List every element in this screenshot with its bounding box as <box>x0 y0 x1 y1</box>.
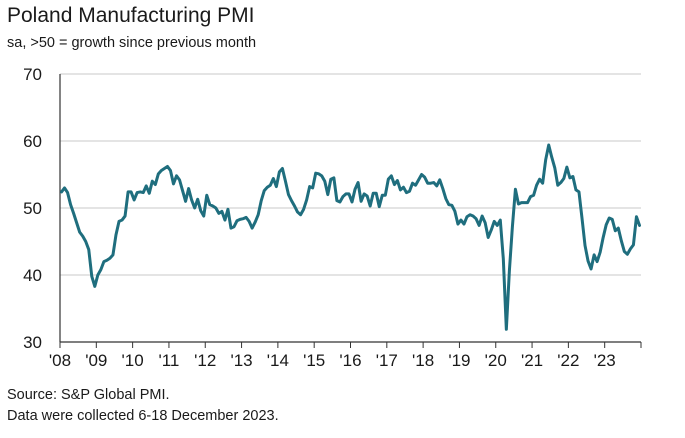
chart-subtitle: sa, >50 = growth since previous month <box>7 35 257 51</box>
pmi-series-line <box>60 143 641 331</box>
y-tick-label: 30 <box>23 333 42 352</box>
x-axis-ticks <box>59 342 642 348</box>
x-tick-label: '09 <box>85 351 107 370</box>
x-tick-label: '11 <box>158 351 179 370</box>
x-tick-label: '19 <box>448 351 470 370</box>
y-tick-label: 70 <box>23 65 42 84</box>
chart-title: Poland Manufacturing PMI <box>7 4 255 27</box>
x-tick-label: '17 <box>376 351 398 370</box>
x-tick-label: '21 <box>521 351 543 370</box>
y-tick-label: 60 <box>23 132 42 151</box>
source-note: Source: S&P Global PMI. <box>7 387 170 403</box>
x-tick-label: '08 <box>49 351 71 370</box>
x-tick-label: '23 <box>594 351 616 370</box>
x-tick-label: '18 <box>412 351 434 370</box>
x-tick-label: '14 <box>267 351 289 370</box>
y-tick-label: 40 <box>23 266 42 285</box>
x-tick-label: '12 <box>194 351 216 370</box>
y-axis-labels: 30 40 50 60 70 <box>23 65 42 352</box>
x-tick-label: '10 <box>122 351 144 370</box>
x-tick-label: '20 <box>485 351 507 370</box>
x-tick-label: '16 <box>339 351 361 370</box>
x-tick-label: '13 <box>230 351 252 370</box>
y-tick-label: 50 <box>23 199 42 218</box>
x-axis-labels: '08 '09 '10 '11 '12 '13 '14 '15 '16 '17 '18 '19 '20 '… <box>49 351 616 370</box>
grid-lines <box>59 73 641 343</box>
collection-note: Data were collected 6-18 December 2023. <box>7 408 279 424</box>
x-tick-label: '15 <box>303 351 325 370</box>
x-tick-label: '22 <box>557 351 579 370</box>
